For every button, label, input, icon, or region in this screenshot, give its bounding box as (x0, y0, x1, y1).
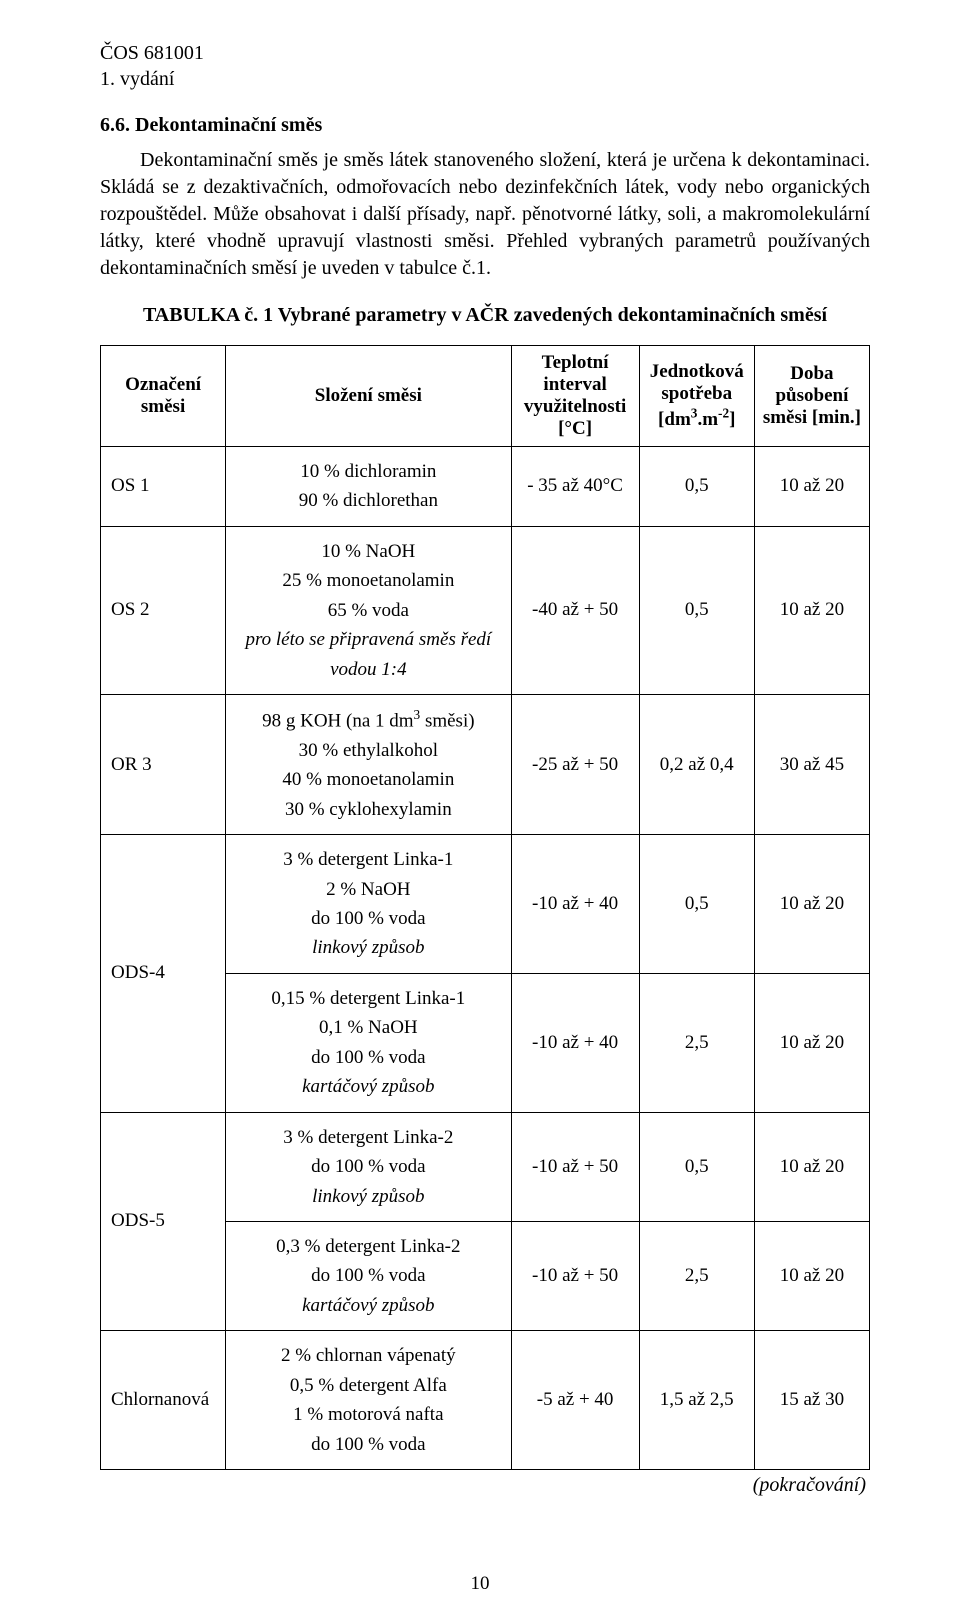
cell-consumption: 0,5 (639, 835, 754, 974)
doc-code: ČOS 681001 (100, 40, 870, 66)
cell-composition: 98 g KOH (na 1 dm3 směsi)30 % ethylalkoh… (226, 695, 511, 835)
th-designation: Označení směsi (101, 346, 226, 447)
cell-time: 10 až 20 (754, 835, 869, 974)
cell-consumption: 2,5 (639, 1221, 754, 1330)
cell-time: 10 až 20 (754, 1112, 869, 1221)
section-paragraph: Dekontaminační směs je směs látek stanov… (100, 147, 870, 282)
parameters-table: Označení směsi Složení směsi Teplotní in… (100, 345, 870, 1470)
th-consumption-unit: [dm3.m-2] (658, 409, 735, 430)
th-composition: Složení směsi (226, 346, 511, 447)
cell-consumption: 1,5 až 2,5 (639, 1331, 754, 1470)
cell-temp: -10 až + 50 (511, 1112, 639, 1221)
table-row: ODS-4 3 % detergent Linka-12 % NaOHdo 10… (101, 835, 870, 974)
table-row: OR 3 98 g KOH (na 1 dm3 směsi)30 % ethyl… (101, 695, 870, 835)
section-heading: 6.6. Dekontaminační směs (100, 114, 870, 137)
cell-composition: 2 % chlornan vápenatý0,5 % detergent Alf… (226, 1331, 511, 1470)
table-row: OS 2 10 % NaOH25 % monoetanolamin65 % vo… (101, 526, 870, 694)
table-row: Chlornanová 2 % chlornan vápenatý0,5 % d… (101, 1331, 870, 1470)
table-header-row: Označení směsi Složení směsi Teplotní in… (101, 346, 870, 447)
doc-edition: 1. vydání (100, 66, 870, 92)
cell-time: 10 až 20 (754, 973, 869, 1112)
cell-composition: 10 % NaOH25 % monoetanolamin65 % vodapro… (226, 526, 511, 694)
cell-consumption: 0,5 (639, 526, 754, 694)
cell-temp: -10 až + 40 (511, 835, 639, 974)
cell-temp: - 35 až 40°C (511, 447, 639, 527)
cell-consumption: 2,5 (639, 973, 754, 1112)
cell-time: 10 až 20 (754, 1221, 869, 1330)
th-consumption: Jednotková spotřeba [dm3.m-2] (639, 346, 754, 447)
th-consumption-label: Jednotková spotřeba (650, 361, 744, 404)
cell-designation: Chlornanová (101, 1331, 226, 1470)
page-number: 10 (0, 1573, 960, 1595)
table-caption: TABULKA č. 1 Vybrané parametry v AČR zav… (100, 304, 870, 327)
cell-designation: OR 3 (101, 695, 226, 835)
cell-consumption: 0,5 (639, 447, 754, 527)
cell-composition: 10 % dichloramin90 % dichlorethan (226, 447, 511, 527)
cell-temp: -5 až + 40 (511, 1331, 639, 1470)
cell-consumption: 0,5 (639, 1112, 754, 1221)
cell-composition: 3 % detergent Linka-2do 100 % vodalinkov… (226, 1112, 511, 1221)
cell-composition: 0,15 % detergent Linka-10,1 % NaOHdo 100… (226, 973, 511, 1112)
cell-temp: -10 až + 40 (511, 973, 639, 1112)
cell-temp: -25 až + 50 (511, 695, 639, 835)
cell-composition: 3 % detergent Linka-12 % NaOHdo 100 % vo… (226, 835, 511, 974)
table-row: ODS-5 3 % detergent Linka-2do 100 % voda… (101, 1112, 870, 1221)
cell-composition: 0,3 % detergent Linka-2do 100 % vodakart… (226, 1221, 511, 1330)
cell-time: 30 až 45 (754, 695, 869, 835)
cell-temp: -10 až + 50 (511, 1221, 639, 1330)
cell-temp: -40 až + 50 (511, 526, 639, 694)
cell-designation: ODS-5 (101, 1112, 226, 1331)
cell-time: 10 až 20 (754, 447, 869, 527)
table-continues: (pokračování) (100, 1474, 866, 1497)
cell-time: 15 až 30 (754, 1331, 869, 1470)
cell-time: 10 až 20 (754, 526, 869, 694)
table-row: OS 1 10 % dichloramin90 % dichlorethan -… (101, 447, 870, 527)
th-temperature: Teplotní interval využitelnosti [°C] (511, 346, 639, 447)
th-time: Doba působení směsi [min.] (754, 346, 869, 447)
cell-consumption: 0,2 až 0,4 (639, 695, 754, 835)
cell-designation: ODS-4 (101, 835, 226, 1113)
cell-designation: OS 1 (101, 447, 226, 527)
cell-designation: OS 2 (101, 526, 226, 694)
